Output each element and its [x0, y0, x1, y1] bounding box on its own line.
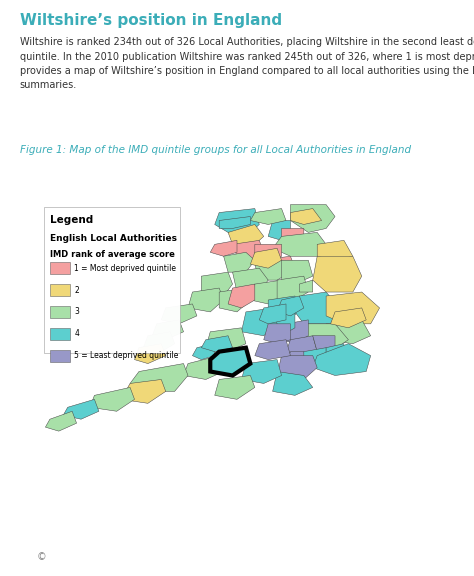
- Polygon shape: [291, 209, 322, 225]
- Polygon shape: [304, 348, 326, 363]
- Bar: [50, 284, 70, 296]
- Polygon shape: [255, 260, 291, 280]
- Polygon shape: [286, 336, 317, 355]
- Polygon shape: [326, 292, 380, 324]
- Polygon shape: [313, 336, 335, 351]
- Polygon shape: [277, 276, 308, 300]
- Polygon shape: [268, 312, 295, 336]
- Text: 4: 4: [74, 329, 79, 338]
- Polygon shape: [90, 388, 135, 411]
- Bar: [50, 262, 70, 274]
- Polygon shape: [295, 324, 348, 351]
- Text: IMD rank of average score: IMD rank of average score: [50, 251, 175, 259]
- Polygon shape: [282, 229, 304, 240]
- Polygon shape: [250, 248, 282, 268]
- Text: Figure 1: Map of the IMD quintile groups for all Local Authorities in England: Figure 1: Map of the IMD quintile groups…: [20, 145, 411, 155]
- Polygon shape: [273, 233, 326, 256]
- Polygon shape: [313, 256, 362, 292]
- Polygon shape: [330, 308, 366, 328]
- Polygon shape: [130, 363, 188, 392]
- Polygon shape: [201, 272, 233, 296]
- Polygon shape: [326, 344, 344, 359]
- Polygon shape: [215, 209, 259, 236]
- Polygon shape: [201, 336, 233, 351]
- Polygon shape: [268, 221, 291, 240]
- Text: 2: 2: [74, 286, 79, 294]
- Polygon shape: [219, 288, 250, 312]
- Polygon shape: [268, 296, 300, 320]
- Text: Wiltshire’s position in England: Wiltshire’s position in England: [20, 13, 282, 28]
- Polygon shape: [295, 292, 339, 324]
- Polygon shape: [259, 256, 295, 276]
- Text: ©: ©: [36, 552, 46, 562]
- Text: 3: 3: [74, 308, 79, 316]
- Polygon shape: [215, 376, 255, 399]
- Polygon shape: [277, 355, 317, 380]
- Polygon shape: [273, 372, 313, 395]
- Polygon shape: [241, 359, 282, 384]
- Polygon shape: [135, 344, 166, 363]
- Text: Wiltshire is ranked 234th out of 326 Local Authorities, placing Wiltshire in the: Wiltshire is ranked 234th out of 326 Loc…: [20, 37, 474, 90]
- Polygon shape: [300, 280, 313, 292]
- Polygon shape: [161, 304, 197, 324]
- Polygon shape: [233, 240, 264, 260]
- Text: 1 = Most deprived quintile: 1 = Most deprived quintile: [74, 264, 176, 272]
- Polygon shape: [46, 411, 77, 431]
- Bar: [50, 350, 70, 362]
- Polygon shape: [192, 344, 215, 359]
- Polygon shape: [264, 324, 291, 344]
- Polygon shape: [282, 260, 313, 284]
- Polygon shape: [228, 284, 255, 308]
- Polygon shape: [224, 252, 255, 272]
- Polygon shape: [241, 308, 277, 336]
- Polygon shape: [233, 268, 268, 292]
- Polygon shape: [219, 217, 250, 229]
- Bar: [50, 328, 70, 340]
- Polygon shape: [255, 244, 282, 264]
- Polygon shape: [313, 344, 371, 376]
- Polygon shape: [317, 240, 353, 260]
- Polygon shape: [277, 296, 304, 316]
- Polygon shape: [210, 240, 237, 256]
- Polygon shape: [210, 348, 250, 376]
- Polygon shape: [282, 320, 308, 344]
- Polygon shape: [63, 399, 99, 419]
- Text: English Local Authorities: English Local Authorities: [50, 234, 177, 244]
- Polygon shape: [250, 209, 286, 225]
- Polygon shape: [286, 351, 308, 367]
- Polygon shape: [228, 225, 264, 244]
- Polygon shape: [259, 304, 286, 324]
- Polygon shape: [326, 320, 371, 344]
- Text: 5 = Least deprived quintile: 5 = Least deprived quintile: [74, 351, 179, 360]
- Polygon shape: [188, 288, 224, 312]
- Polygon shape: [121, 380, 166, 403]
- Polygon shape: [291, 204, 335, 233]
- Polygon shape: [250, 280, 286, 304]
- Polygon shape: [144, 332, 174, 351]
- Polygon shape: [152, 320, 183, 340]
- Polygon shape: [206, 328, 246, 351]
- Polygon shape: [255, 340, 291, 359]
- Bar: [50, 306, 70, 318]
- Text: Legend: Legend: [50, 214, 93, 225]
- Polygon shape: [183, 355, 224, 380]
- FancyBboxPatch shape: [44, 207, 181, 353]
